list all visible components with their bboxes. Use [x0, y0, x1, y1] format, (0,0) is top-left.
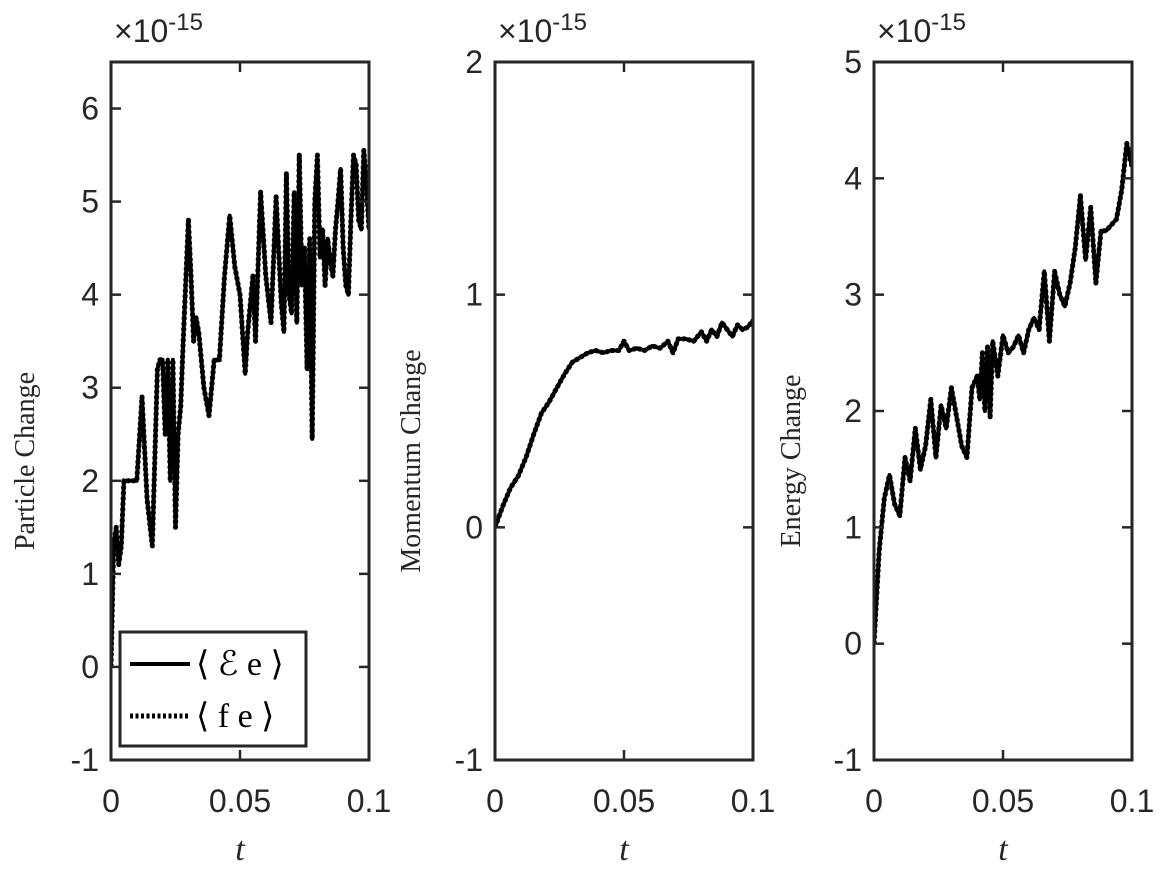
y-tick-label: 0 — [465, 509, 483, 545]
x-axis-label: t — [619, 831, 630, 868]
exponent-power: -15 — [931, 9, 966, 36]
x-tick-label: 0.05 — [209, 783, 271, 819]
series-line-f-e — [111, 147, 369, 667]
y-tick-label: 3 — [81, 370, 99, 406]
x-tick-label: 0.1 — [347, 783, 391, 819]
x-tick-label: 0.1 — [731, 783, 775, 819]
legend-label: ⟨ ℰ e ⟩ — [196, 646, 284, 683]
y-tick-label: 2 — [81, 463, 99, 499]
y-axis-label: Momentum Change — [396, 349, 427, 572]
exponent-power: -15 — [168, 9, 203, 36]
exponent-label: ×10-15 — [877, 9, 966, 49]
legend: ⟨ ℰ e ⟩ ⟨ f e ⟩ — [118, 630, 308, 748]
y-tick-label: 6 — [81, 91, 99, 127]
exponent-base: ×10 — [877, 13, 931, 49]
y-tick-label: 2 — [465, 44, 483, 80]
y-tick-label: 1 — [844, 509, 862, 545]
y-tick-label: 5 — [81, 184, 99, 220]
x-axis-label: t — [998, 831, 1009, 868]
y-tick-label: 0 — [81, 649, 99, 685]
y-tick-label: 0 — [844, 626, 862, 662]
y-tick-label: 4 — [844, 160, 862, 196]
y-tick-label: 4 — [81, 277, 99, 313]
axes-box — [872, 60, 1134, 762]
exponent-label: ×10-15 — [498, 9, 587, 49]
x-tick-label: 0 — [865, 783, 883, 819]
x-tick-label: 0 — [102, 783, 120, 819]
series-line-f-e — [495, 318, 753, 529]
axes-box — [493, 60, 755, 762]
series-line-E-e — [111, 148, 369, 667]
exponent-label: ×10-15 — [114, 9, 203, 49]
y-tick-label: 1 — [81, 556, 99, 592]
series-line-E-e — [495, 319, 753, 528]
x-axis-label: t — [235, 831, 246, 868]
y-tick-label: -1 — [71, 742, 99, 778]
legend-label: ⟨ f e ⟩ — [196, 698, 274, 735]
legend-box — [118, 630, 308, 748]
series-line-f-e — [874, 140, 1132, 644]
y-tick-label: -1 — [455, 742, 483, 778]
exponent-base: ×10 — [114, 13, 168, 49]
x-tick-label: 0.05 — [593, 783, 655, 819]
x-tick-label: 0.1 — [1110, 783, 1154, 819]
exponent-base: ×10 — [498, 13, 552, 49]
y-tick-label: 1 — [465, 277, 483, 313]
y-tick-label: -1 — [834, 742, 862, 778]
x-tick-label: 0.05 — [972, 783, 1034, 819]
y-tick-label: 5 — [844, 44, 862, 80]
x-tick-label: 0 — [486, 783, 504, 819]
y-axis-label: Energy Change — [776, 375, 807, 548]
exponent-power: -15 — [552, 9, 587, 36]
y-tick-label: 3 — [844, 277, 862, 313]
y-axis-label: Particle Change — [10, 372, 41, 550]
y-tick-label: 2 — [844, 393, 862, 429]
